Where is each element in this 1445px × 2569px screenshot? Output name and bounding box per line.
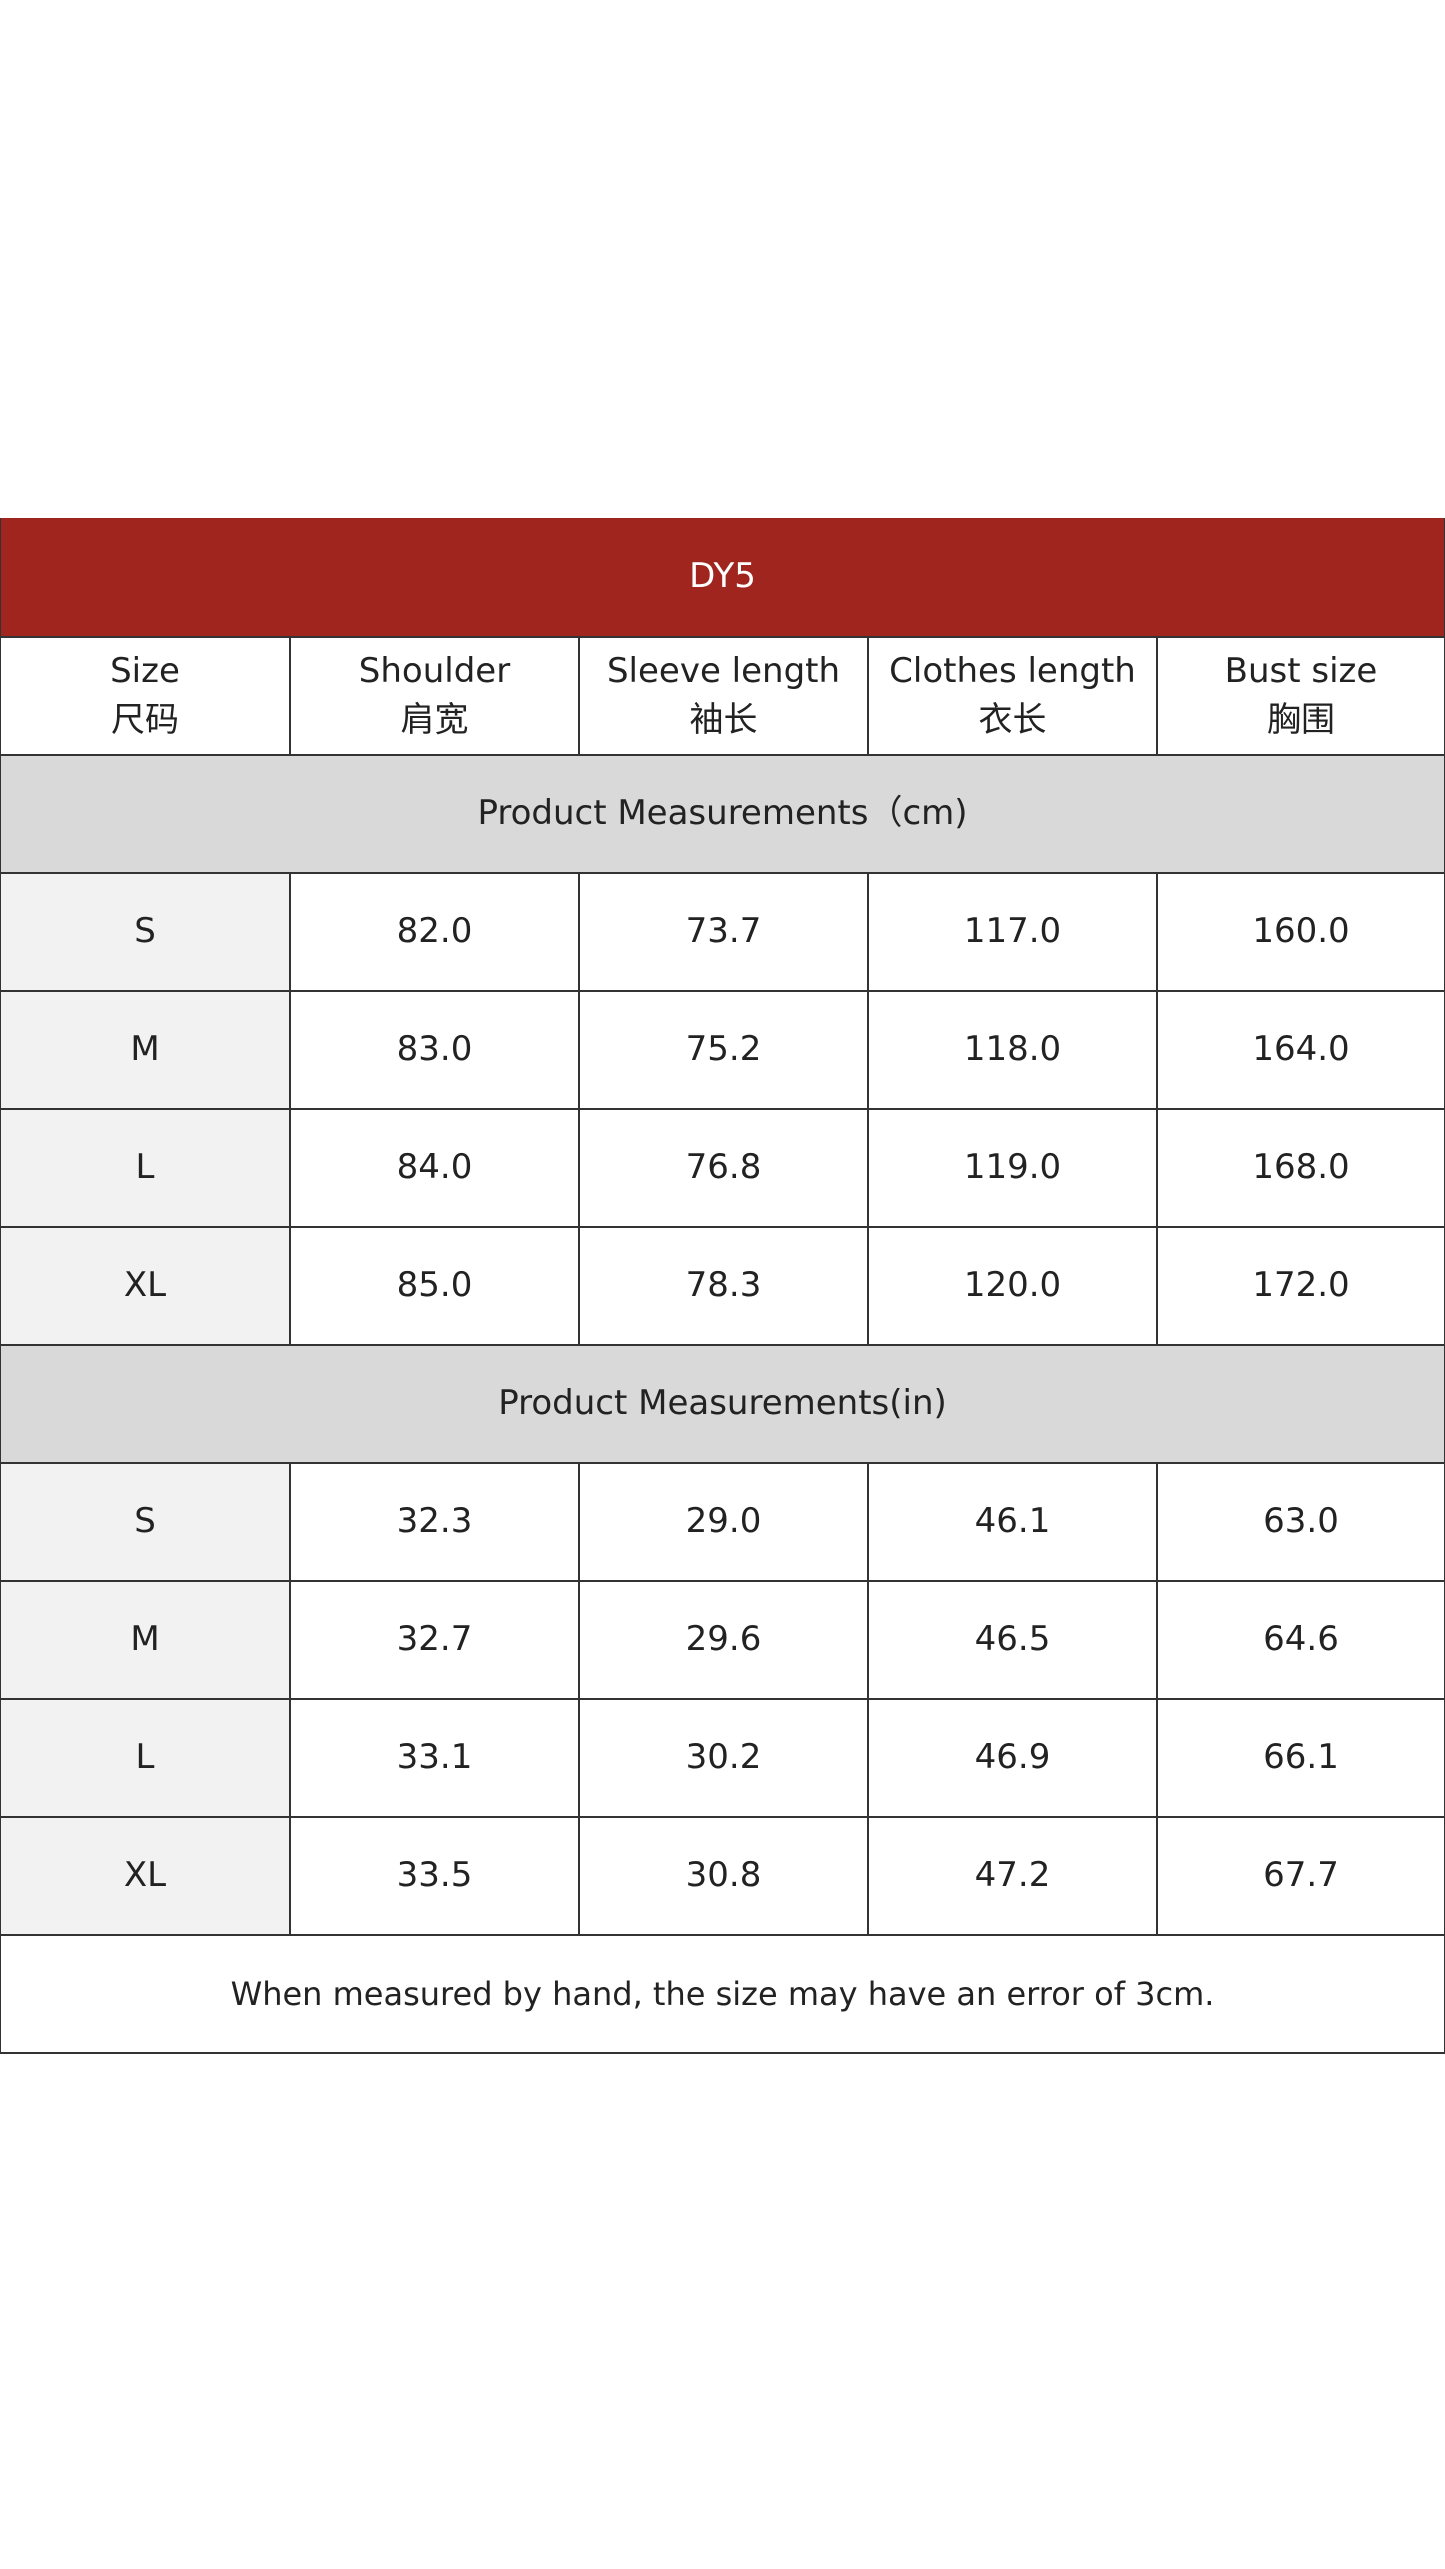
measurement: 66.1 [1156,1698,1445,1816]
measurement: 67.7 [1156,1816,1445,1934]
measurement: 64.6 [1156,1580,1445,1698]
measurement: 82.0 [289,872,578,990]
measurement: 119.0 [867,1108,1156,1226]
header-en: Bust size [1224,650,1378,691]
size-label: XL [0,1816,289,1934]
size-label: L [0,1698,289,1816]
size-label: L [0,1108,289,1226]
size-table: DY5 Size 尺码 Shoulder 肩宽 Sleeve length 袖长 Clothe… [0,518,1445,2054]
size-label: S [0,872,289,990]
size-label: M [0,990,289,1108]
measurement: 29.6 [578,1580,867,1698]
measurement: 47.2 [867,1816,1156,1934]
measurement: 30.8 [578,1816,867,1934]
measurement: 164.0 [1156,990,1445,1108]
measurement: 84.0 [289,1108,578,1226]
measurement: 85.0 [289,1226,578,1344]
header-en: Clothes length [889,650,1136,691]
size-label: XL [0,1226,289,1344]
measurement: 33.5 [289,1816,578,1934]
measurement: 73.7 [578,872,867,990]
header-cell: Sleeve length 袖长 [578,636,867,754]
header-zh: 袖长 [689,700,758,740]
measurement: 46.1 [867,1462,1156,1580]
measurement: 160.0 [1156,872,1445,990]
header-cell: Size 尺码 [0,636,289,754]
measurement: 46.5 [867,1580,1156,1698]
table-title: DY5 [0,518,1445,636]
header-cell: Shoulder 肩宽 [289,636,578,754]
header-en: Shoulder [358,650,511,691]
measurement: 83.0 [289,990,578,1108]
measurement: 118.0 [867,990,1156,1108]
measurement: 32.3 [289,1462,578,1580]
measurement: 172.0 [1156,1226,1445,1344]
header-zh: 衣长 [978,700,1047,740]
header-cell: Clothes length 衣长 [867,636,1156,754]
header-en: Sleeve length [606,650,841,691]
footer-note: When measured by hand, the size may have… [0,1934,1445,2052]
measurement: 168.0 [1156,1108,1445,1226]
size-label: M [0,1580,289,1698]
measurement: 117.0 [867,872,1156,990]
measurement: 32.7 [289,1580,578,1698]
size-label: S [0,1462,289,1580]
measurement: 33.1 [289,1698,578,1816]
header-cell: Bust size 胸围 [1156,636,1445,754]
measurement: 63.0 [1156,1462,1445,1580]
section-title: Product Measurements(in) [0,1344,1445,1462]
header-zh: 胸围 [1267,700,1335,740]
measurement: 75.2 [578,990,867,1108]
measurement: 78.3 [578,1226,867,1344]
header-zh: 尺码 [111,700,179,740]
measurement: 29.0 [578,1462,867,1580]
measurement: 46.9 [867,1698,1156,1816]
header-zh: 肩宽 [400,700,469,740]
measurement: 120.0 [867,1226,1156,1344]
measurement: 30.2 [578,1698,867,1816]
measurement: 76.8 [578,1108,867,1226]
header-en: Size [110,650,180,691]
section-title: Product Measurements（cm) [0,754,1445,872]
